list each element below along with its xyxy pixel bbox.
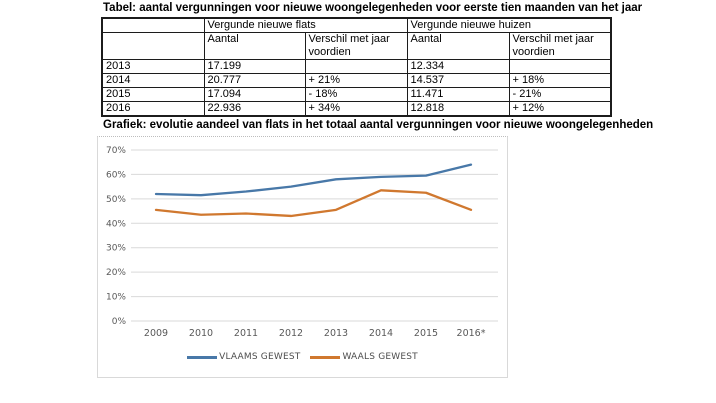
- x-axis-tick-label: 2009: [144, 328, 168, 339]
- series-line-vlaams-gewest: [154, 163, 473, 197]
- table-header-cell: [101, 31, 205, 60]
- table-cell: 2013: [101, 58, 205, 74]
- table-cell: [508, 58, 612, 74]
- table-cell: - 21%: [508, 86, 612, 102]
- table-cell: 11.471: [406, 86, 510, 102]
- y-axis-tick-label: 0%: [112, 317, 127, 327]
- table-header-cell: Verschil met jaar voordien: [304, 31, 408, 60]
- table-row: 2016 22.936 + 34% 12.818 + 12%: [101, 100, 612, 117]
- waals-gewest-line-swatch-icon: [310, 355, 341, 359]
- y-axis-tick-label: 10%: [106, 293, 126, 303]
- table-cell: 17.094: [203, 86, 306, 102]
- table-row: 2014 20.777 + 21% 14.537 + 18%: [101, 72, 612, 88]
- table-cell: + 34%: [304, 100, 408, 117]
- table-cell: 12.818: [406, 100, 510, 117]
- table-header-cell: Vergunde nieuwe huizen: [406, 17, 612, 33]
- y-axis-tick-label: 50%: [106, 195, 126, 205]
- x-axis-tick-label: 2016*: [457, 328, 486, 339]
- table-header-cell: [101, 17, 205, 33]
- legend-item-waals-gewest: WAALS GEWEST: [310, 352, 418, 362]
- y-axis-tick-label: 70%: [106, 146, 126, 156]
- x-axis-tick-label: 2010: [189, 328, 213, 339]
- chart-legend: VLAAMS GEWEST WAALS GEWEST: [98, 352, 507, 362]
- chart-title: Grafiek: evolutie aandeel van flats in h…: [103, 119, 654, 131]
- table-cell: - 18%: [304, 86, 408, 102]
- table-row: 2015 17.094 - 18% 11.471 - 21%: [101, 86, 612, 102]
- x-axis-tick-label: 2011: [234, 328, 258, 339]
- table-cell: 12.334: [406, 58, 510, 74]
- table-cell: 2015: [101, 86, 205, 102]
- table-header-cell: Aantal: [203, 31, 306, 60]
- x-axis-tick-label: 2012: [279, 328, 303, 339]
- table-cell: 2016: [101, 100, 205, 117]
- table-header-cell: Verschil met jaar voordien: [508, 31, 612, 60]
- legend-label: WAALS GEWEST: [342, 352, 418, 362]
- table-row: 2013 17.199 12.334: [101, 58, 612, 74]
- table-cell: 17.199: [203, 58, 306, 74]
- x-axis-tick-label: 2014: [369, 328, 393, 339]
- table-cell: 20.777: [203, 72, 306, 88]
- table-title: Tabel: aantal vergunningen voor nieuwe w…: [103, 2, 643, 14]
- y-axis-tick-label: 30%: [106, 244, 126, 254]
- table-cell: + 18%: [508, 72, 612, 88]
- table-group-header-row: Vergunde nieuwe flats Vergunde nieuwe hu…: [101, 17, 612, 33]
- table-header-cell: Aantal: [406, 31, 510, 60]
- legend-item-vlaams-gewest: VLAAMS GEWEST: [187, 352, 300, 362]
- line-chart: 0% 10% 20% 30% 40% 50% 60% 70% 2009 2010 2011 2012 2…: [97, 136, 508, 378]
- table-cell: 2014: [101, 72, 205, 88]
- table-header-cell: Vergunde nieuwe flats: [203, 17, 408, 33]
- table-cell: + 21%: [304, 72, 408, 88]
- legend-label: VLAAMS GEWEST: [219, 352, 301, 362]
- x-axis-tick-label: 2013: [324, 328, 348, 339]
- table-subheader-row: Aantal Verschil met jaar voordien Aantal…: [101, 31, 612, 60]
- table-cell: [304, 58, 408, 74]
- y-axis-tick-label: 20%: [106, 268, 126, 278]
- table-cell: 14.537: [406, 72, 510, 88]
- series-line-waals-gewest: [154, 189, 473, 218]
- x-axis-tick-label: 2015: [414, 328, 438, 339]
- chart-canvas: 0% 10% 20% 30% 40% 50% 60% 70% 2009 2010 2011 2012 2…: [106, 146, 498, 339]
- y-axis-tick-label: 60%: [106, 170, 126, 180]
- table-cell: 22.936: [203, 100, 306, 117]
- table-cell: + 12%: [508, 100, 612, 117]
- permits-table: Vergunde nieuwe flats Vergunde nieuwe hu…: [101, 17, 613, 117]
- vlaams-gewest-line-swatch-icon: [187, 355, 218, 359]
- y-axis-tick-label: 40%: [106, 219, 126, 229]
